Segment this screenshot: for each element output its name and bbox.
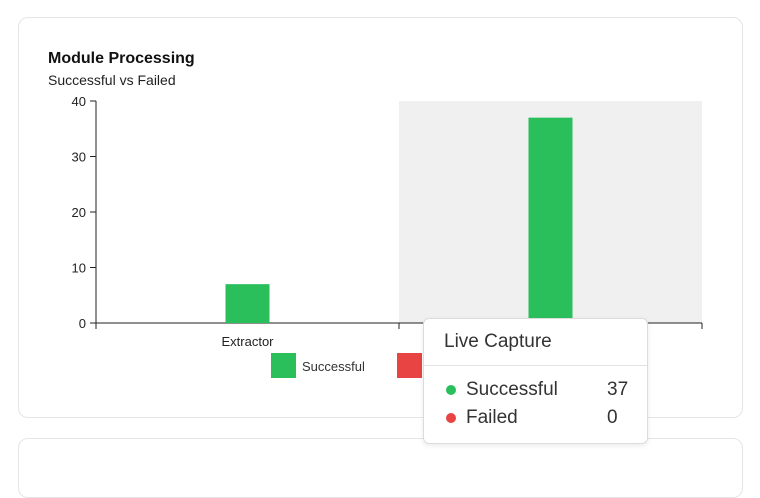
y-tick-label: 0 [79,316,86,331]
chart-title: Module Processing [48,50,195,67]
y-tick-label: 40 [72,94,86,109]
x-tick-label: Extractor [221,334,274,349]
y-tick-label: 20 [72,205,86,220]
successful-dot-icon [446,385,456,395]
bar-successful-extractor [225,284,270,323]
bar-successful-live-capture [528,117,573,324]
tooltip-label: Successful [466,379,558,400]
tooltip-value: 37 [607,379,629,400]
chart-tooltip: Live Capture Successful 37 Failed 0 [423,318,648,444]
bar-chart: 010203040ExtractorSuccessfulFailed [72,94,703,378]
legend-swatch-failed [397,353,422,378]
tooltip-row-failed: Failed 0 [424,404,647,432]
y-tick-label: 10 [72,261,86,276]
tooltip-label: Failed [466,407,518,428]
failed-dot-icon [446,413,456,423]
legend-swatch-successful [271,353,296,378]
tooltip-row-successful: Successful 37 [424,376,647,404]
tooltip-title: Live Capture [424,319,647,366]
legend-label-successful: Successful [302,359,365,374]
chart-subtitle: Successful vs Failed [48,72,176,88]
y-tick-label: 30 [72,150,86,165]
tooltip-value: 0 [607,407,618,428]
